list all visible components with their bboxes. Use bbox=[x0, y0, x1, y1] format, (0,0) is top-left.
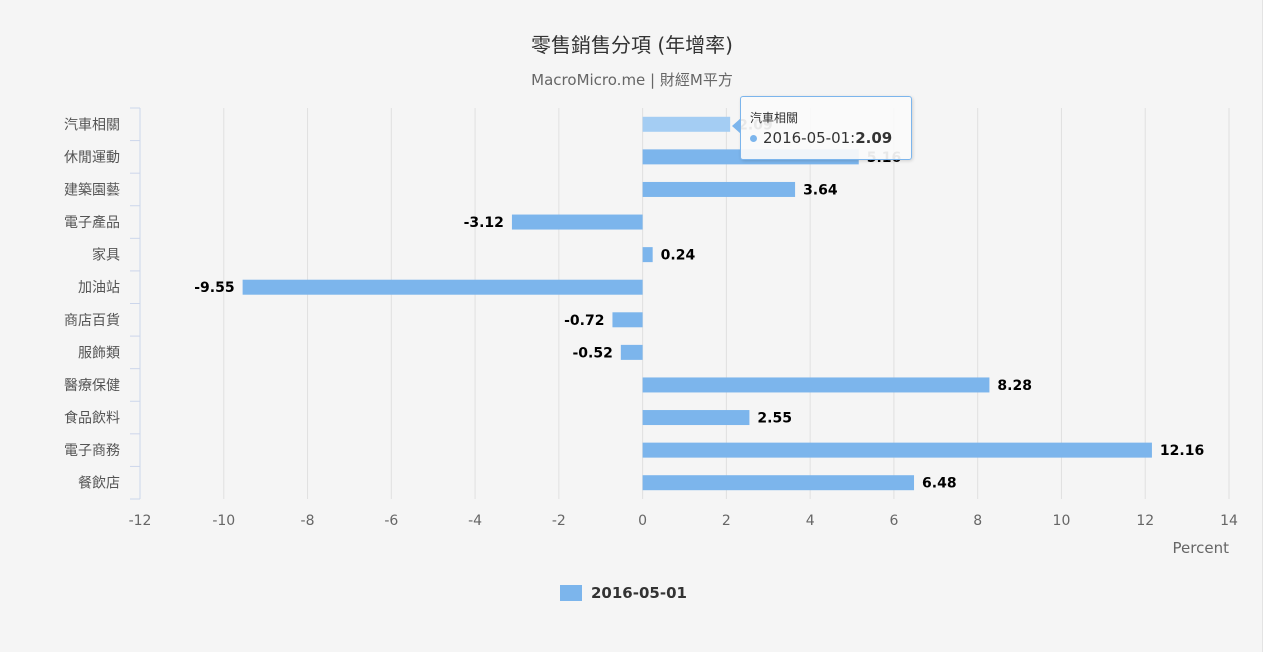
category-axis: 汽車相關休閒運動建築園藝電子產品家具加油站商店百貨服飾類醫療保健食品飲料電子商務… bbox=[64, 107, 141, 500]
category-label: 汽車相關 bbox=[64, 116, 120, 133]
chart-title: 零售銷售分項 (年增率) bbox=[531, 33, 733, 57]
category-label: 食品飲料 bbox=[64, 410, 120, 427]
data-label: 0.24 bbox=[661, 248, 696, 264]
tick-label: -4 bbox=[468, 513, 482, 529]
value-axis-title: Percent bbox=[1173, 539, 1230, 557]
bar[interactable] bbox=[242, 279, 643, 295]
category-label: 加油站 bbox=[78, 280, 120, 296]
legend[interactable]: 2016-05-01 bbox=[560, 584, 687, 602]
tick-label: 0 bbox=[638, 513, 647, 529]
category-label: 電子商務 bbox=[64, 443, 120, 459]
category-label: 電子產品 bbox=[64, 214, 120, 231]
legend-label: 2016-05-01 bbox=[591, 584, 687, 602]
tick-label: 14 bbox=[1220, 513, 1238, 529]
data-label: -0.52 bbox=[572, 345, 612, 361]
category-label: 家具 bbox=[92, 247, 120, 264]
tick-label: -6 bbox=[384, 513, 398, 529]
bar[interactable] bbox=[642, 410, 750, 426]
data-label: -9.55 bbox=[194, 280, 234, 296]
category-label: 休閒運動 bbox=[64, 150, 120, 166]
tick-label: 12 bbox=[1136, 513, 1154, 529]
tick-label: -10 bbox=[212, 513, 235, 529]
tick-label: 4 bbox=[806, 513, 815, 529]
bar[interactable] bbox=[620, 344, 643, 360]
category-label: 商店百貨 bbox=[64, 312, 120, 329]
tooltip-series-dot bbox=[750, 134, 757, 142]
bar[interactable] bbox=[642, 475, 915, 491]
category-label: 服飾類 bbox=[78, 345, 120, 361]
tick-label: 6 bbox=[889, 513, 898, 529]
bar[interactable] bbox=[612, 312, 643, 328]
tick-label: 8 bbox=[973, 513, 982, 529]
legend-swatch bbox=[560, 585, 582, 601]
category-label: 建築園藝 bbox=[64, 182, 120, 198]
tooltip: 汽車相關 2016-05-01: 2.09 bbox=[732, 96, 912, 160]
data-label: 6.48 bbox=[922, 476, 957, 492]
tooltip-title: 汽車相關 bbox=[750, 111, 799, 125]
gridlines bbox=[223, 108, 1230, 499]
category-label: 醫療保健 bbox=[64, 377, 120, 394]
bars bbox=[242, 116, 1152, 491]
data-label: 2.55 bbox=[757, 411, 792, 427]
data-label: 3.64 bbox=[803, 182, 838, 198]
tick-label: -8 bbox=[301, 513, 315, 529]
tooltip-row: 2016-05-01: 2.09 bbox=[750, 129, 892, 147]
bar[interactable] bbox=[642, 377, 990, 393]
bar[interactable] bbox=[511, 214, 643, 230]
data-label: -3.12 bbox=[464, 215, 504, 231]
tick-label: -2 bbox=[552, 513, 566, 529]
data-label: 8.28 bbox=[997, 378, 1032, 394]
bar[interactable] bbox=[642, 181, 796, 197]
value-axis: -12 -10 -8 -6 -4 -2 0 2 4 6 8 10 12 14 bbox=[129, 513, 1238, 529]
tooltip-value: 2.09 bbox=[855, 129, 893, 147]
data-labels: 2.095.163.64-3.120.24-9.55-0.72-0.528.28… bbox=[194, 117, 1204, 491]
chart-subtitle: MacroMicro.me | 財經M平方 bbox=[531, 71, 733, 89]
bar[interactable] bbox=[642, 116, 731, 132]
tick-label: 10 bbox=[1053, 513, 1071, 529]
tick-label: 2 bbox=[722, 513, 731, 529]
tooltip-series-label: 2016-05-01: bbox=[763, 129, 856, 147]
tick-label: -12 bbox=[129, 513, 152, 529]
data-label: -0.72 bbox=[564, 313, 604, 329]
data-label: 12.16 bbox=[1160, 443, 1204, 459]
category-label: 餐飲店 bbox=[78, 476, 120, 492]
bar[interactable] bbox=[642, 247, 653, 263]
bar[interactable] bbox=[642, 442, 1152, 458]
tooltip-pointer bbox=[732, 118, 741, 134]
